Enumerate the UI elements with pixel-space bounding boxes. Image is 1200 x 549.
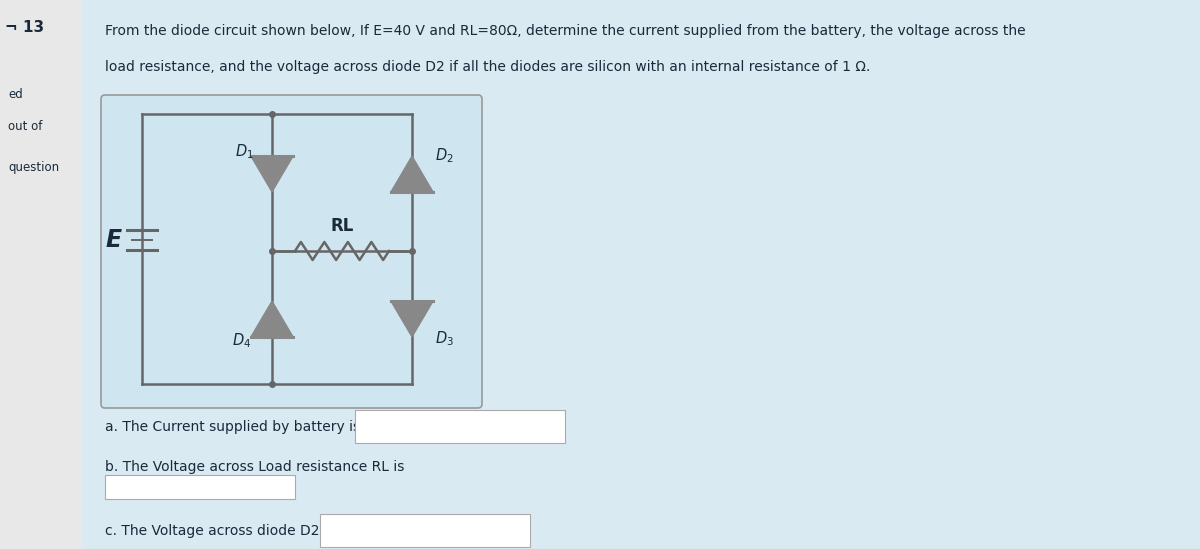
FancyBboxPatch shape <box>320 514 530 547</box>
FancyBboxPatch shape <box>355 410 565 443</box>
Polygon shape <box>251 156 293 192</box>
Polygon shape <box>391 301 433 337</box>
FancyBboxPatch shape <box>0 0 82 549</box>
Text: ed: ed <box>8 87 23 100</box>
Text: a. The Current supplied by battery is: a. The Current supplied by battery is <box>106 420 360 434</box>
Text: c. The Voltage across diode D2 is: c. The Voltage across diode D2 is <box>106 524 335 538</box>
Text: RL: RL <box>330 217 354 235</box>
Text: $D_2$: $D_2$ <box>434 147 454 165</box>
Text: $D_4$: $D_4$ <box>233 332 252 350</box>
Text: load resistance, and the voltage across diode D2 if all the diodes are silicon w: load resistance, and the voltage across … <box>106 60 870 74</box>
Polygon shape <box>391 156 433 192</box>
FancyBboxPatch shape <box>106 475 295 499</box>
Text: out of: out of <box>8 120 42 133</box>
Text: question: question <box>8 160 59 173</box>
Polygon shape <box>251 301 293 337</box>
Text: ¬ 13: ¬ 13 <box>5 20 44 35</box>
FancyBboxPatch shape <box>101 95 482 408</box>
Text: $D_3$: $D_3$ <box>434 329 454 349</box>
Text: $D_1$: $D_1$ <box>235 143 253 161</box>
Text: From the diode circuit shown below, If E=40 V and RL=80Ω, determine the current : From the diode circuit shown below, If E… <box>106 24 1026 38</box>
Text: b. The Voltage across Load resistance RL is: b. The Voltage across Load resistance RL… <box>106 460 404 474</box>
Text: E: E <box>106 228 122 252</box>
